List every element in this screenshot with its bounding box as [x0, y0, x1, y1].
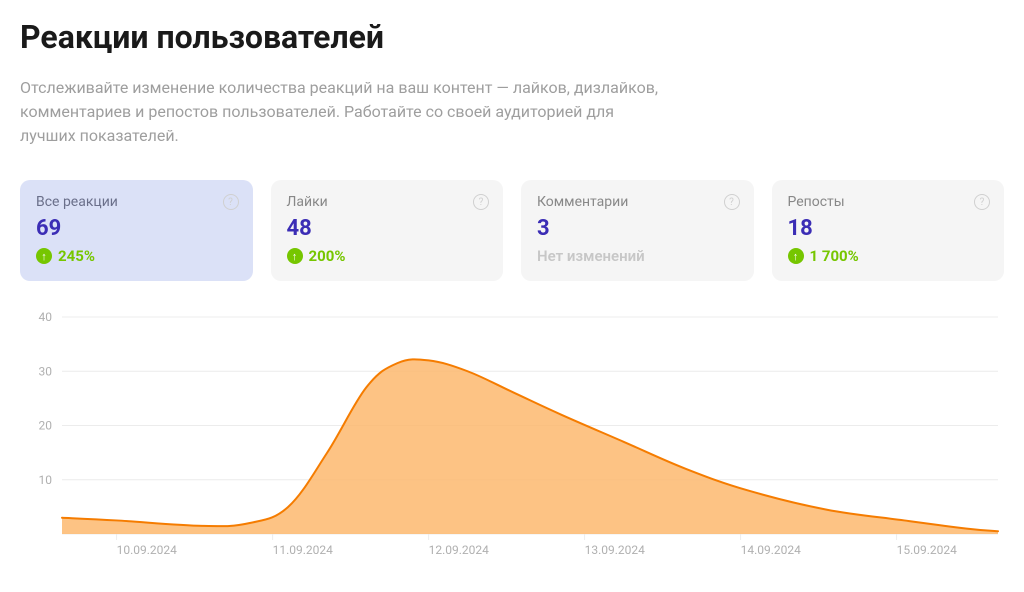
- arrow-up-icon: ↑: [788, 248, 804, 264]
- metric-card-change-text: 200%: [309, 247, 346, 265]
- page-title: Реакции пользователей: [20, 18, 1004, 56]
- page-description: Отслеживайте изменение количества реакци…: [20, 76, 660, 148]
- svg-text:10: 10: [39, 473, 53, 487]
- metric-card-likes[interactable]: Лайки 48 ↑ 200%?: [271, 180, 504, 281]
- metric-card-value: 48: [287, 216, 488, 241]
- info-icon[interactable]: ?: [223, 194, 239, 210]
- metric-card-value: 69: [36, 216, 237, 241]
- arrow-up-icon: ↑: [36, 248, 52, 264]
- svg-text:11.09.2024: 11.09.2024: [273, 543, 334, 557]
- svg-text:15.09.2024: 15.09.2024: [897, 543, 958, 557]
- svg-text:12.09.2024: 12.09.2024: [429, 543, 490, 557]
- svg-text:10.09.2024: 10.09.2024: [117, 543, 178, 557]
- metric-card-label: Репосты: [788, 194, 989, 210]
- info-icon[interactable]: ?: [724, 194, 740, 210]
- metric-card-value: 3: [537, 216, 738, 241]
- metric-card-change: ↑ 245%: [36, 247, 237, 265]
- metric-card-change: Нет изменений: [537, 247, 738, 265]
- info-icon[interactable]: ?: [974, 194, 990, 210]
- metric-card-all[interactable]: Все реакции 69 ↑ 245%?: [20, 180, 253, 281]
- metric-card-comments[interactable]: Комментарии 3 Нет изменений?: [521, 180, 754, 281]
- info-icon[interactable]: ?: [473, 194, 489, 210]
- metric-card-change: ↑ 1 700%: [788, 247, 989, 265]
- metric-card-change-text: 245%: [58, 247, 95, 265]
- arrow-up-icon: ↑: [287, 248, 303, 264]
- chart-svg: 10 20 30 40 10.09.2024 11.09.2024 12.09.2024 13…: [20, 309, 1004, 569]
- svg-text:14.09.2024: 14.09.2024: [741, 543, 802, 557]
- metric-card-change: ↑ 200%: [287, 247, 488, 265]
- metric-card-reposts[interactable]: Репосты 18 ↑ 1 700%?: [772, 180, 1005, 281]
- reactions-chart: 10 20 30 40 10.09.2024 11.09.2024 12.09.2024 13…: [20, 309, 1004, 569]
- svg-text:13.09.2024: 13.09.2024: [585, 543, 646, 557]
- svg-text:20: 20: [39, 419, 53, 433]
- metric-cards: Все реакции69↑245%?Лайки48↑200%?Коммента…: [20, 180, 1004, 281]
- metric-card-change-text: 1 700%: [810, 247, 859, 265]
- svg-text:40: 40: [39, 310, 53, 324]
- metric-card-value: 18: [788, 216, 989, 241]
- metric-card-label: Комментарии: [537, 194, 738, 210]
- metric-card-label: Все реакции: [36, 194, 237, 210]
- svg-text:30: 30: [39, 364, 53, 378]
- metric-card-label: Лайки: [287, 194, 488, 210]
